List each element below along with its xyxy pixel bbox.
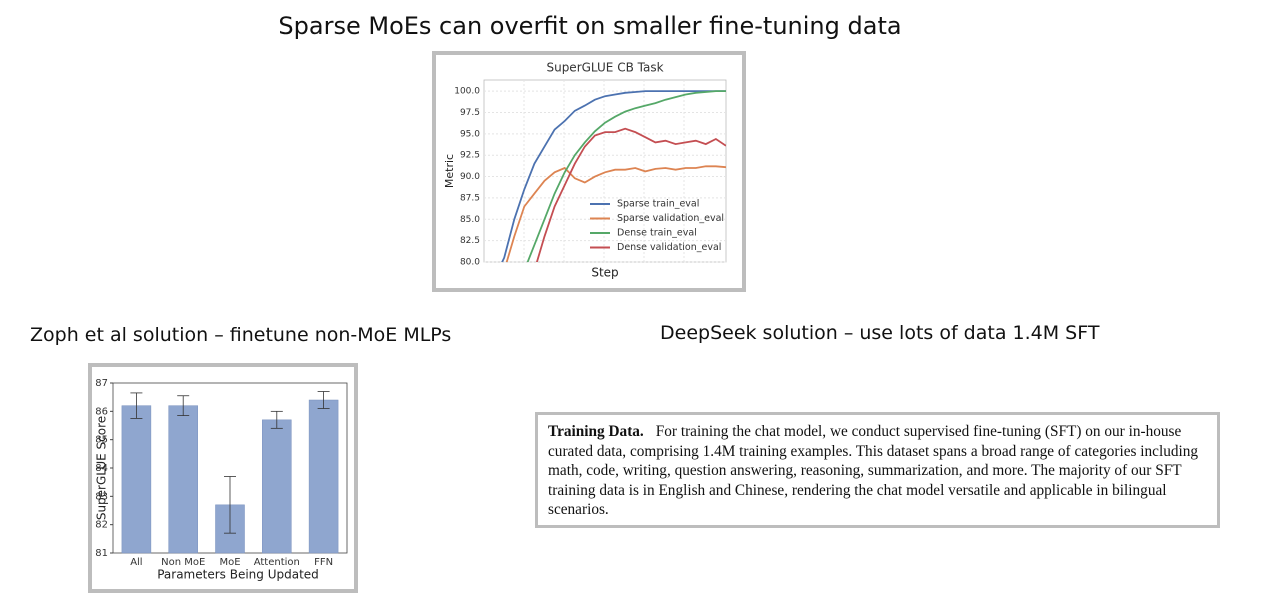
- legend-label: Dense validation_eval: [617, 242, 721, 253]
- y-tick-label: 82: [95, 520, 108, 531]
- x-axis-label: Parameters Being Updated: [157, 568, 319, 582]
- x-tick-label: All: [130, 557, 142, 568]
- y-tick-label: 81: [95, 548, 108, 559]
- y-tick-label: 95.0: [460, 129, 480, 139]
- bar: [262, 419, 292, 554]
- line: [535, 127, 726, 262]
- legend-label: Sparse train_eval: [617, 199, 699, 210]
- chart-title: SuperGLUE CB Task: [546, 61, 663, 75]
- x-tick-label: MoE: [219, 557, 240, 568]
- y-tick-label: 100.0: [454, 87, 480, 97]
- y-tick-label: 82.5: [460, 236, 480, 246]
- legend-label: Dense train_eval: [617, 228, 697, 239]
- y-axis-label: Metric: [443, 154, 456, 188]
- heading: Training Data.: [548, 423, 644, 440]
- x-tick-label: Non MoE: [161, 557, 205, 568]
- slide-title: Sparse MoEs can overfit on smaller fine-…: [278, 12, 902, 40]
- y-tick-label: 97.5: [460, 108, 480, 118]
- x-axis-label: Step: [591, 266, 618, 280]
- y-tick-label: 85.0: [460, 215, 480, 225]
- y-tick-label: 87: [95, 378, 108, 389]
- y-tick-label: 90.0: [460, 172, 480, 182]
- y-tick-label: 84: [95, 463, 108, 474]
- line: [526, 90, 726, 262]
- lines: [501, 90, 726, 262]
- bar: [121, 405, 152, 554]
- text-box: Training Data. For training the chat mode…: [535, 412, 1220, 528]
- y-axis-label: SuperGLUE Score: [95, 416, 109, 520]
- caption: Zoph et al solution – finetune non-MoE M…: [30, 324, 452, 346]
- y-tick-label: 86: [95, 406, 108, 417]
- y-tick-label: 83: [95, 491, 108, 502]
- y-tick-label: 85: [95, 435, 108, 446]
- y-tick-label: 87.5: [460, 193, 480, 203]
- bar: [168, 405, 198, 554]
- x-tick-label: Attention: [254, 557, 300, 568]
- caption: DeepSeek solution – use lots of data 1.4…: [660, 322, 1100, 344]
- plot-area: [112, 382, 348, 554]
- y-tick-label: 80.0: [460, 258, 480, 268]
- y-tick-label: 92.5: [460, 151, 480, 161]
- x-tick-label: FFN: [314, 557, 333, 568]
- line: [501, 90, 726, 262]
- legend-label: Sparse validation_eval: [617, 213, 724, 224]
- bar: [308, 399, 339, 554]
- line: [505, 165, 726, 262]
- plot-area: [483, 79, 727, 263]
- body-text: For training the chat model, we conduct …: [548, 423, 1199, 519]
